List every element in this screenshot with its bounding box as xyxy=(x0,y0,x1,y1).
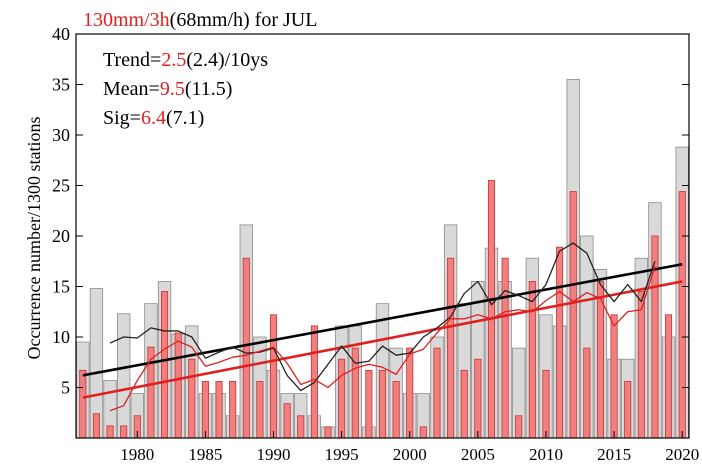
bar-red-1981 xyxy=(147,346,155,439)
y-tick-label-5: 5 xyxy=(61,378,70,398)
bar-red-1986 xyxy=(215,381,223,439)
x-tick-label-1980: 1980 xyxy=(120,445,154,464)
stat-sig: Sig=6.4(7.1) xyxy=(103,107,204,129)
x-tick-label-2005: 2005 xyxy=(461,445,495,464)
bar-red-2015 xyxy=(610,314,618,439)
running-mean-black xyxy=(109,242,656,392)
bar-red-2001 xyxy=(419,426,427,439)
bar-red-2011 xyxy=(556,246,564,439)
bar-red-2019 xyxy=(665,314,673,439)
bar-red-1984 xyxy=(188,358,196,439)
x-tick-label-1990: 1990 xyxy=(257,445,291,464)
stat-trend: Trend=2.5(2.4)/10ys xyxy=(103,49,268,71)
bar-red-1983 xyxy=(174,332,182,439)
y-tick-label-40: 40 xyxy=(52,24,70,44)
bar-red-2012 xyxy=(569,191,577,439)
bar-red-2003 xyxy=(447,257,455,439)
bar-red-1988 xyxy=(242,257,250,439)
bar-red-1978 xyxy=(106,425,114,439)
title-part-1: (68mm/h) for JUL xyxy=(170,9,318,31)
stat-sig-paren: (7.1) xyxy=(166,107,204,129)
bar-red-2004 xyxy=(460,369,468,439)
bar-red-1987 xyxy=(229,381,237,439)
bar-red-2016 xyxy=(624,381,632,439)
bar-red-1995 xyxy=(338,358,346,439)
bar-red-2000 xyxy=(406,347,414,439)
bar-red-2008 xyxy=(515,415,523,439)
y-tick-label-10: 10 xyxy=(52,327,70,347)
bar-red-1989 xyxy=(256,381,264,439)
stat-sig-label: Sig= xyxy=(103,107,141,129)
bar-red-1991 xyxy=(283,403,291,439)
bar-red-1985 xyxy=(201,381,209,439)
stat-trend-paren: (2.4)/10ys xyxy=(186,49,268,71)
x-tick-label-2010: 2010 xyxy=(529,445,563,464)
plot-area: 5 10 15 20 25 30 35 40 1980 1985 1990 1995 2000 2005 2… xyxy=(52,24,699,464)
stat-mean-value: 9.5 xyxy=(160,78,185,100)
bar-red-2013 xyxy=(583,347,591,439)
y-tick-label-30: 30 xyxy=(52,125,70,145)
bar-red-2002 xyxy=(433,347,441,439)
bar-red-2007 xyxy=(501,257,509,439)
bar-red-1999 xyxy=(392,381,400,439)
chart-title: 130mm/3h(68mm/h) for JUL xyxy=(83,9,317,31)
y-tick-label-25: 25 xyxy=(52,176,70,196)
bar-red-2010 xyxy=(542,369,550,439)
bar-red-1990 xyxy=(269,314,278,439)
trend-line-red xyxy=(82,280,683,399)
y-tick-label-20: 20 xyxy=(52,226,70,246)
running-mean-red xyxy=(109,266,656,412)
bar-red-1992 xyxy=(297,415,305,439)
bar-red-2017 xyxy=(637,291,645,439)
stat-mean-label: Mean= xyxy=(103,78,160,100)
bar-gray-1979 xyxy=(117,313,131,439)
bar-red-1998 xyxy=(378,369,387,439)
x-tick-label-2000: 2000 xyxy=(393,445,427,464)
bar-red-2009 xyxy=(528,281,536,439)
bar-red-1982 xyxy=(161,291,169,439)
title-part-0: 130mm/3h xyxy=(83,9,170,31)
stat-trend-label: Trend= xyxy=(103,49,161,71)
bar-red-2020 xyxy=(678,191,686,439)
stat-mean-paren: (11.5) xyxy=(185,78,233,100)
bar-red-1979 xyxy=(120,425,128,439)
trend-line-black xyxy=(82,263,683,377)
x-tick-label-1995: 1995 xyxy=(325,445,359,464)
stat-sig-value: 6.4 xyxy=(141,107,166,129)
stat-trend-value: 2.5 xyxy=(161,49,186,71)
x-tick-label-2015: 2015 xyxy=(597,445,631,464)
bar-red-2005 xyxy=(474,358,482,439)
stat-mean: Mean=9.5(11.5) xyxy=(103,78,232,100)
y-axis-label: Occurrence number/1300 stations xyxy=(24,117,44,360)
bar-red-1977 xyxy=(92,413,100,439)
bar-red-1994 xyxy=(324,426,332,439)
bar-red-2006 xyxy=(487,180,496,439)
bar-red-1996 xyxy=(351,347,359,439)
bar-red-2014 xyxy=(596,281,604,439)
y-tick-label-35: 35 xyxy=(52,75,70,95)
y-tick-label-15: 15 xyxy=(52,277,70,297)
x-tick-label-2020: 2020 xyxy=(665,445,699,464)
bar-red-1976 xyxy=(79,369,87,439)
x-tick-label-1985: 1985 xyxy=(188,445,222,464)
bar-red-1997 xyxy=(365,369,373,439)
